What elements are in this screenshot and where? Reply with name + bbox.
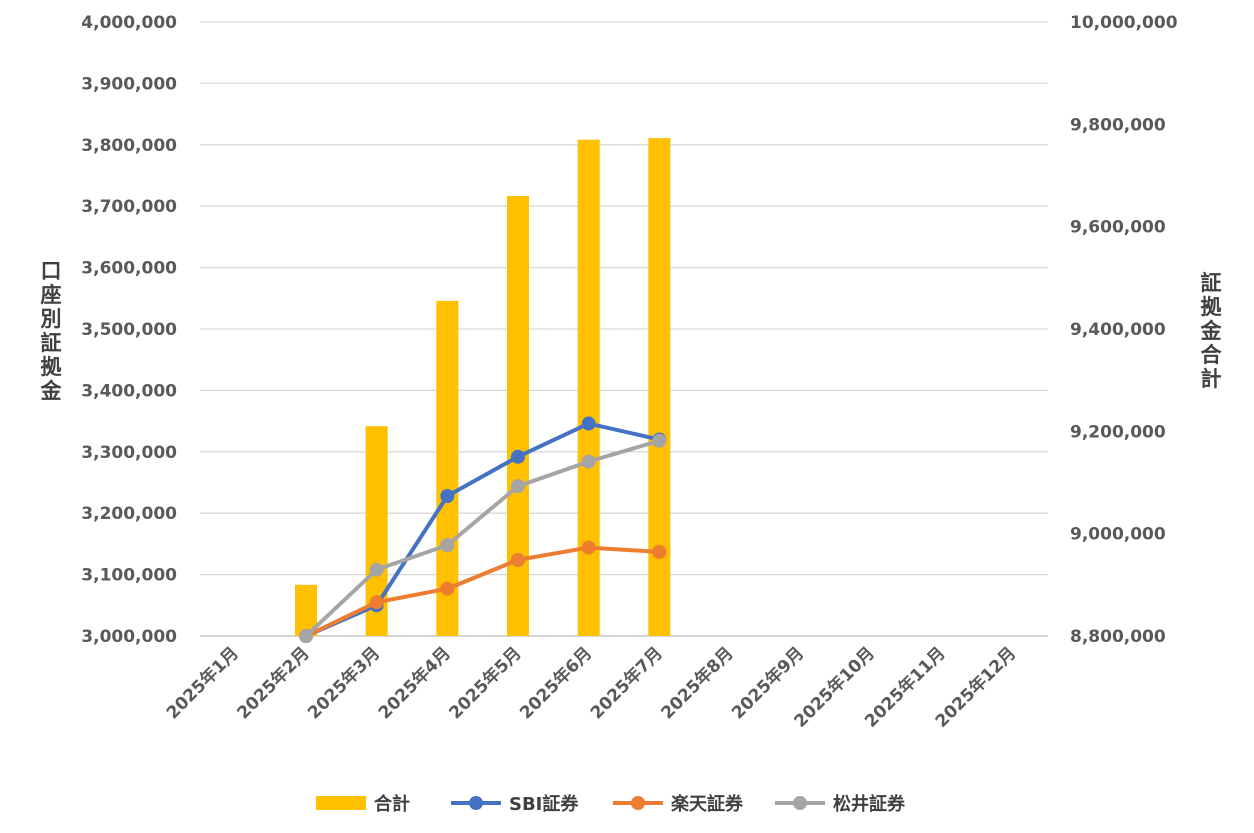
bar	[507, 195, 529, 636]
right-tick-label: 9,000,000	[1070, 525, 1166, 545]
series-line	[304, 438, 662, 638]
data-point	[369, 562, 384, 577]
data-point	[652, 544, 667, 559]
legend-label: 楽天証券	[671, 793, 744, 815]
left-tick-label: 3,300,000	[81, 443, 177, 463]
left-tick-label: 3,200,000	[81, 504, 177, 524]
legend-label: 合計	[374, 793, 410, 815]
series-line	[304, 421, 662, 638]
left-tick-label: 4,000,000	[81, 13, 177, 33]
gridlines	[200, 21, 1048, 637]
right-tick-label: 9,800,000	[1070, 115, 1166, 135]
legend-label: 松井証券	[833, 793, 906, 815]
left-tick-label: 3,800,000	[81, 136, 177, 156]
data-point	[652, 433, 667, 448]
bar	[648, 138, 671, 637]
x-tick-label: 2025年5月	[445, 643, 526, 724]
legend-marker	[793, 796, 807, 810]
data-point	[440, 489, 455, 504]
data-point	[440, 581, 455, 596]
right-tick-label: 9,600,000	[1070, 218, 1166, 238]
data-point	[511, 449, 525, 464]
data-point	[581, 540, 596, 555]
bar	[577, 139, 600, 636]
right-tick-label: 8,800,000	[1070, 627, 1166, 647]
x-tick-label: 2025年2月	[233, 643, 314, 724]
data-point	[440, 538, 455, 553]
legend-label: SBI証券	[509, 793, 579, 815]
legend-marker	[469, 796, 483, 810]
left-tick-label: 3,400,000	[81, 381, 177, 401]
left-axis-ticks: 3,000,000 3,100,000 3,200,000 3,300,000 3,40…	[81, 13, 177, 647]
left-tick-label: 3,600,000	[81, 259, 177, 279]
left-tick-label: 3,100,000	[81, 566, 177, 586]
data-point	[581, 454, 596, 469]
left-tick-label: 3,500,000	[81, 320, 177, 340]
bar	[436, 300, 459, 636]
right-tick-label: 9,400,000	[1070, 320, 1166, 340]
right-axis-title: 証拠金合計	[1200, 271, 1223, 391]
x-tick-label: 2025年4月	[374, 643, 455, 724]
x-tick-label: 2025年3月	[303, 643, 384, 724]
right-tick-label: 9,200,000	[1070, 422, 1166, 442]
left-tick-label: 3,000,000	[81, 627, 177, 647]
data-point	[299, 629, 313, 643]
legend: 合計 SBI証券 楽天証券 松井証券	[316, 793, 906, 815]
x-tick-label: 2025年6月	[515, 643, 596, 724]
x-tick-label: 2025年7月	[586, 643, 667, 724]
legend-swatch	[316, 796, 366, 810]
bar	[365, 426, 388, 636]
x-axis-ticks: 2025年1月2025年2月2025年3月2025年4月2025年5月2025年…	[162, 643, 1020, 732]
legend-marker	[631, 796, 645, 810]
right-tick-label: 10,000,000	[1070, 13, 1178, 33]
line-series	[299, 416, 667, 643]
left-axis-title: 口座別証拠金	[40, 259, 63, 403]
data-point	[511, 552, 525, 567]
data-point	[369, 595, 384, 610]
left-tick-label: 3,900,000	[81, 74, 177, 94]
data-point	[581, 416, 596, 431]
right-axis-ticks: 8,800,000 9,000,000 9,200,000 9,400,000 9,60…	[1070, 13, 1178, 647]
bar-series	[295, 138, 671, 637]
x-tick-label: 2025年1月	[162, 643, 243, 724]
bar	[295, 584, 317, 636]
left-tick-label: 3,700,000	[81, 197, 177, 217]
series-line	[304, 545, 662, 638]
data-point	[511, 479, 525, 494]
x-tick-label: 2025年8月	[657, 643, 738, 724]
